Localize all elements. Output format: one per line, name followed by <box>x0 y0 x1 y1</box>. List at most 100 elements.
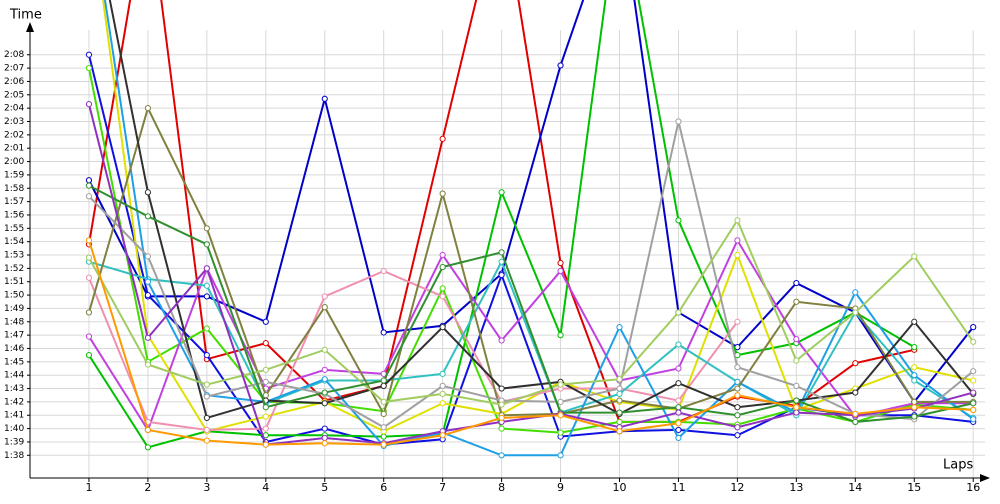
data-point <box>852 389 859 396</box>
y-tick-label: 1:46 <box>4 344 24 354</box>
data-point <box>911 318 918 325</box>
y-axis-arrow <box>26 22 34 32</box>
y-tick-label: 1:47 <box>4 331 24 341</box>
data-point <box>203 437 210 444</box>
x-tick-label: 4 <box>262 481 269 494</box>
data-point <box>557 332 564 339</box>
data-point <box>498 425 505 432</box>
data-point <box>852 360 859 367</box>
data-point <box>498 414 505 422</box>
data-point <box>675 426 682 434</box>
data-point <box>203 381 210 388</box>
data-point <box>793 336 800 343</box>
y-tick-label: 2:02 <box>4 130 24 140</box>
series-line <box>87 67 974 434</box>
data-point <box>85 254 93 261</box>
data-point <box>911 364 918 371</box>
data-point <box>321 366 328 373</box>
y-tick-label: 2:07 <box>4 64 24 74</box>
data-point <box>380 267 387 275</box>
data-point <box>144 213 152 220</box>
data-point <box>793 298 800 305</box>
data-point <box>203 325 210 332</box>
x-tick-label: 6 <box>380 481 387 494</box>
data-point <box>439 400 446 407</box>
data-point <box>439 293 446 300</box>
data-point <box>439 251 446 259</box>
data-point <box>439 382 446 389</box>
data-point <box>439 324 446 331</box>
y-tick-label: 2:00 <box>4 157 24 167</box>
data-point <box>911 253 918 260</box>
data-point <box>911 372 918 379</box>
data-point <box>734 412 741 419</box>
y-tick-label: 1:41 <box>4 411 24 421</box>
data-point <box>734 385 741 392</box>
y-tick-label: 2:01 <box>4 144 24 154</box>
data-point <box>85 237 93 244</box>
series-line <box>87 103 974 446</box>
y-tick-label: 1:58 <box>4 184 24 194</box>
x-tick-label: 14 <box>848 481 862 494</box>
data-point <box>439 370 446 377</box>
data-point <box>85 274 93 281</box>
data-point <box>144 253 152 260</box>
data-point <box>557 267 564 275</box>
data-point <box>852 309 859 316</box>
data-point <box>262 378 269 385</box>
data-point <box>793 357 800 364</box>
data-point <box>675 409 682 416</box>
data-point <box>498 271 505 279</box>
data-point <box>380 433 387 440</box>
data-point <box>262 318 269 325</box>
y-tick-label: 2:05 <box>4 90 24 100</box>
y-tick-label: 1:38 <box>4 451 24 461</box>
data-point <box>616 376 623 383</box>
data-point <box>321 95 328 102</box>
x-tick-label: 15 <box>907 481 921 494</box>
data-point <box>85 182 93 189</box>
data-point <box>203 293 210 300</box>
data-point <box>144 426 152 434</box>
data-point <box>557 452 564 459</box>
data-point <box>734 404 741 411</box>
y-tick-label: 1:45 <box>4 357 24 367</box>
y-tick-label: 1:55 <box>4 224 24 234</box>
x-tick-label: 3 <box>203 481 210 494</box>
series-line <box>87 105 974 417</box>
x-tick-label: 12 <box>730 481 744 494</box>
data-point <box>321 346 328 353</box>
data-point <box>321 376 328 383</box>
data-point <box>498 189 505 196</box>
data-point <box>380 329 387 336</box>
data-point <box>262 425 269 432</box>
y-tick-label: 2:06 <box>4 77 24 87</box>
data-point <box>203 426 210 434</box>
series-line <box>88 269 739 431</box>
data-point <box>557 412 564 419</box>
data-point <box>203 265 210 272</box>
x-axis-label: Laps <box>943 458 973 473</box>
data-point <box>85 309 93 316</box>
data-point <box>85 51 93 58</box>
data-point <box>675 365 682 372</box>
data-point <box>734 237 741 244</box>
data-point <box>970 400 977 407</box>
data-point <box>203 241 210 248</box>
y-tick-label: 1:42 <box>4 397 24 407</box>
data-point <box>380 382 387 389</box>
x-axis-arrow <box>980 474 990 482</box>
data-point <box>675 118 682 125</box>
x-tick-label: 7 <box>439 481 446 494</box>
data-point <box>85 177 93 184</box>
series-line <box>103 0 974 457</box>
series-line <box>88 121 974 429</box>
data-point <box>85 352 93 359</box>
data-point <box>675 397 682 404</box>
data-point <box>734 424 741 431</box>
data-point <box>439 135 446 142</box>
data-point <box>675 217 682 224</box>
data-point <box>498 452 505 459</box>
data-point <box>793 397 800 404</box>
